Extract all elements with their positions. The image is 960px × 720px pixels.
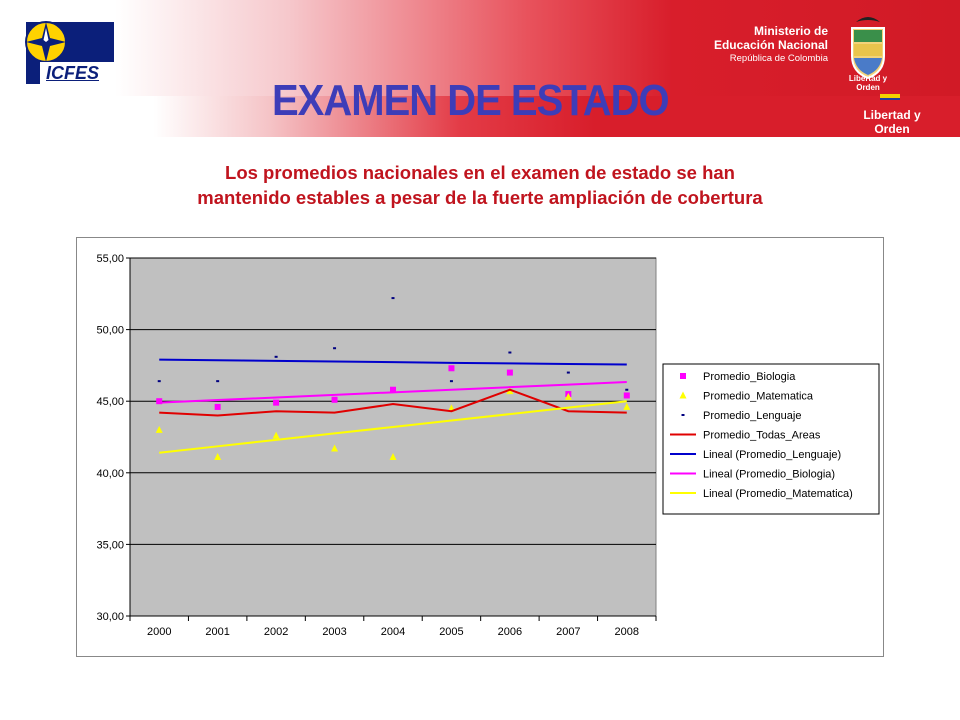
data-point-biologia xyxy=(214,403,221,410)
subtitle-line-1: Los promedios nacionales en el examen de… xyxy=(225,162,735,183)
legend-dash-symbol xyxy=(681,414,685,416)
data-point-lenguaje xyxy=(391,297,395,300)
data-point-biologia xyxy=(390,386,396,393)
chart-legend: Promedio_Biologia Promedio_Matematica Prom… xyxy=(662,363,880,515)
data-point-lenguaje xyxy=(157,380,161,383)
data-point-matematica xyxy=(331,444,339,452)
data-point-matematica xyxy=(389,453,397,461)
data-point-lenguaje xyxy=(566,371,570,374)
series-line xyxy=(159,388,627,417)
chart-svg: 30,00 35,00 40,00 45,00 50,00 55,00 2000 2001 20… xyxy=(96,253,880,638)
plot-area: 30,00 35,00 40,00 45,00 50,00 55,00 2000 2001 20… xyxy=(96,253,657,638)
legend-label: Promedio_Biologia xyxy=(703,371,796,383)
data-point-matematica xyxy=(214,453,222,461)
data-point-lenguaje xyxy=(274,355,278,358)
x-tick-label: 2006 xyxy=(498,626,522,638)
series-line xyxy=(159,400,627,454)
motto-text: Libertad y Orden xyxy=(863,108,921,136)
data-point-lenguaje xyxy=(508,351,512,354)
y-tick-label: 55,00 xyxy=(96,253,124,265)
ministry-logo-text: Ministerio de Educación Nacional Repúbli… xyxy=(688,24,828,65)
subtitle: Los promedios nacionales en el examen de… xyxy=(80,160,880,210)
series-line xyxy=(159,381,627,404)
coat-of-arms-icon xyxy=(851,17,885,80)
data-point-lenguaje xyxy=(333,347,337,350)
x-tick-label: 2003 xyxy=(322,626,346,638)
legend-label: Lineal (Promedio_Lenguaje) xyxy=(703,449,841,461)
x-tick-label: 2000 xyxy=(147,626,171,638)
data-point-matematica xyxy=(623,402,631,410)
series-line xyxy=(159,358,627,366)
x-tick-label: 2001 xyxy=(205,626,229,638)
flag-ribbon-icon xyxy=(880,94,900,102)
compass-star-icon xyxy=(25,21,67,63)
y-tick-label: 35,00 xyxy=(96,539,124,551)
x-tick-label: 2005 xyxy=(439,626,463,638)
subtitle-line-2: mantenido estables a pesar de la fuerte … xyxy=(197,187,763,208)
data-point-biologia xyxy=(623,392,630,399)
header-banner-lower xyxy=(0,96,960,137)
x-tick-label: 2007 xyxy=(556,626,580,638)
data-point-lenguaje xyxy=(625,388,629,391)
ministry-line-1: Ministerio de xyxy=(753,24,828,38)
chart-frame: 30,00 35,00 40,00 45,00 50,00 55,00 2000 2001 20… xyxy=(76,237,884,657)
data-point-matematica xyxy=(564,392,572,400)
data-point-lenguaje xyxy=(216,380,220,383)
data-point-matematica xyxy=(272,431,280,439)
ministry-line-3: República de Colombia xyxy=(729,53,828,64)
y-tick-label: 50,00 xyxy=(96,325,124,337)
legend-label: Promedio_Todas_Areas xyxy=(703,430,821,442)
ministry-line-2: Educación Nacional xyxy=(713,38,828,52)
y-tick-label: 40,00 xyxy=(96,468,124,480)
x-tick-label: 2008 xyxy=(615,626,639,638)
icfes-logo-text: ICFES xyxy=(40,62,116,84)
y-tick-label: 30,00 xyxy=(96,611,124,623)
y-tick-label: 45,00 xyxy=(96,396,124,408)
data-point-biologia xyxy=(273,399,280,406)
legend-label: Promedio_Matematica xyxy=(703,391,814,403)
legend-box xyxy=(662,363,880,515)
shield-caption: Libertad y Orden xyxy=(848,74,888,92)
data-point-lenguaje xyxy=(449,380,453,383)
data-point-biologia xyxy=(331,396,338,403)
data-point-biologia xyxy=(506,369,513,376)
legend-triangle-symbol xyxy=(679,391,687,399)
page-title: EXAMEN DE ESTADO xyxy=(272,77,670,125)
data-point-matematica xyxy=(155,425,163,433)
x-tick-label: 2004 xyxy=(381,626,405,638)
data-point-biologia xyxy=(448,365,455,372)
legend-label: Promedio_Lenguaje xyxy=(703,410,801,422)
data-point-biologia xyxy=(156,398,163,405)
legend-square-symbol xyxy=(680,373,686,379)
x-tick-label: 2002 xyxy=(264,626,288,638)
legend-label: Lineal (Promedio_Matematica) xyxy=(703,488,853,500)
plot-background xyxy=(129,257,657,617)
legend-label: Lineal (Promedio_Biologia) xyxy=(703,469,835,481)
